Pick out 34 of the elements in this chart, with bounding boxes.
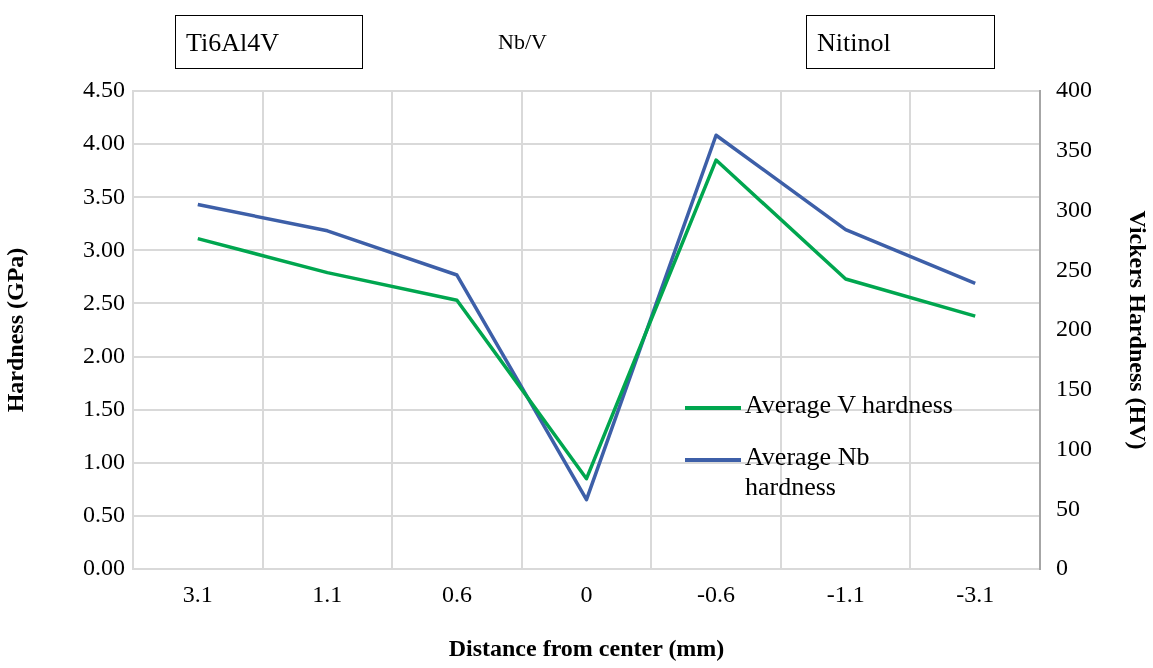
y-tick-label: 1.00 <box>83 448 125 475</box>
y2-tick-label: 50 <box>1056 494 1080 521</box>
y-tick-label: 0.00 <box>83 554 125 581</box>
x-tick-label: 1.1 <box>312 580 343 607</box>
y2-tick-label: 150 <box>1056 375 1092 402</box>
y2-tick-label: 250 <box>1056 255 1092 282</box>
y2-tick-label: 300 <box>1056 195 1092 222</box>
y2-tick-label: 200 <box>1056 315 1092 342</box>
y-tick-label: 4.00 <box>83 129 125 156</box>
legend-label: Average V hardness <box>745 390 954 420</box>
text: Ti6Al4V <box>175 15 363 69</box>
y2-tick-label: 100 <box>1056 434 1092 461</box>
x-tick-label: -1.1 <box>826 580 865 607</box>
y2-tick-label: 0 <box>1056 554 1068 581</box>
x-tick-label: 0.6 <box>441 580 472 607</box>
x-tick-label: 3.1 <box>182 580 213 607</box>
y2-tick-label: 400 <box>1056 76 1092 103</box>
x-axis-title: Distance from center (mm) <box>448 634 725 661</box>
y-tick-label: 2.50 <box>83 288 125 315</box>
y-axis-title: Hardness (GPa) <box>1 247 28 413</box>
y-tick-label: 3.50 <box>83 182 125 209</box>
y-tick-label: 3.00 <box>83 235 125 262</box>
y2-tick-label: 350 <box>1056 136 1092 163</box>
text: Nitinol <box>806 15 995 69</box>
legend-label: Average Nb hardness <box>745 442 871 502</box>
x-tick-label: 0 <box>580 580 593 607</box>
y-tick-label: 4.50 <box>83 76 125 103</box>
text: Nb/V <box>497 28 548 56</box>
y2-axis-title: Vickers Hardness (HV) <box>1125 210 1152 450</box>
y-tick-label: 1.50 <box>83 394 125 421</box>
x-tick-label: -3.1 <box>956 580 995 607</box>
y-tick-label: 0.50 <box>83 501 125 528</box>
x-tick-label: -0.6 <box>697 580 736 607</box>
y-tick-label: 2.00 <box>83 341 125 368</box>
